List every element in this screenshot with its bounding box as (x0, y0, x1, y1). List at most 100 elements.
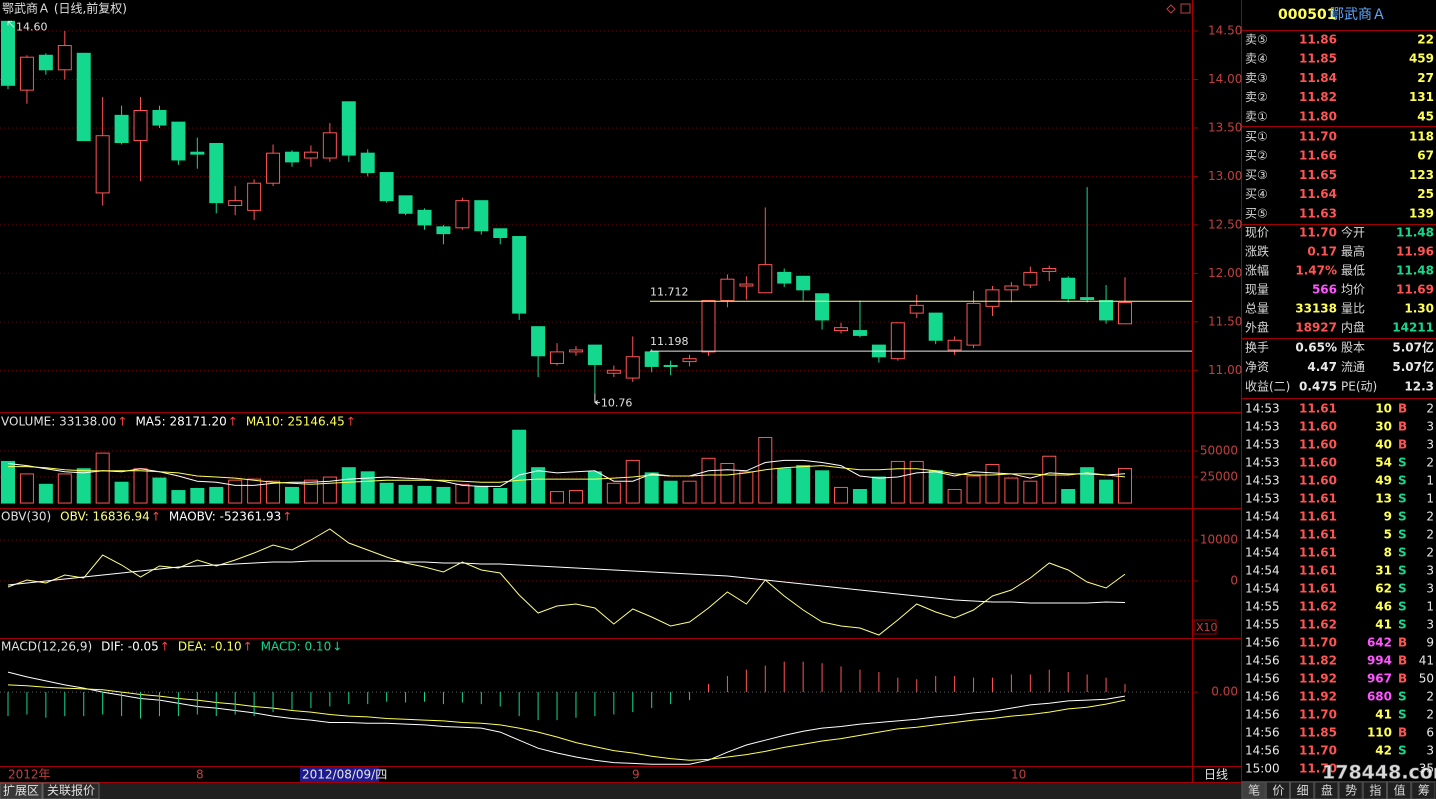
candle-body (379, 172, 394, 202)
legend-entry: DEA: -0.10 (178, 640, 242, 654)
tick-side: B (1398, 726, 1407, 740)
candle-body (758, 264, 773, 294)
stat-label: 股本 (1341, 341, 1365, 355)
side-tab[interactable] (1314, 781, 1339, 799)
tick-time: 14:56 (1245, 744, 1280, 758)
candle-body (455, 200, 470, 229)
side-tab-label[interactable]: 指 (1369, 783, 1381, 798)
side-tab[interactable] (1241, 781, 1266, 799)
tick-count: 2 (1426, 528, 1434, 542)
icon[interactable] (1180, 3, 1191, 14)
side-tab[interactable] (1290, 781, 1315, 799)
tick-volume: 642 (1367, 636, 1392, 650)
tab-bar (0, 783, 1241, 799)
candle-body (360, 152, 375, 174)
tick-volume: 30 (1375, 420, 1392, 434)
side-tab[interactable] (1265, 781, 1290, 799)
icon[interactable] (1166, 4, 1176, 14)
side-tab-label[interactable]: 值 (1394, 783, 1406, 798)
tick-side: S (1398, 582, 1407, 596)
tick-price: 11.61 (1299, 528, 1337, 542)
tick-count: 50 (1419, 672, 1434, 686)
side-tab[interactable] (1411, 781, 1436, 799)
tick-time: 14:53 (1245, 438, 1280, 452)
tick-side: B (1398, 420, 1407, 434)
stat-value: 12.3 (1404, 380, 1434, 394)
tick-volume: 41 (1375, 708, 1392, 722)
indicator-line (8, 465, 1126, 485)
tick-price: 11.61 (1299, 510, 1337, 524)
date-label: 9 (632, 768, 640, 782)
book-price: 11.63 (1299, 206, 1337, 220)
tab-label[interactable]: 关联报价 (47, 783, 95, 798)
side-tab[interactable] (1362, 781, 1387, 799)
tick-price: 11.60 (1299, 456, 1337, 470)
tick-count: 3 (1426, 582, 1434, 596)
side-tab[interactable] (1387, 781, 1412, 799)
window-icons (1166, 3, 1191, 14)
volume-bar (38, 483, 53, 504)
candle-body (815, 293, 830, 321)
candle-body (57, 45, 72, 71)
side-tab[interactable] (1338, 781, 1363, 799)
book-price: 11.70 (1299, 130, 1337, 144)
tick-side: B (1398, 672, 1407, 686)
tick-count: 6 (1426, 726, 1434, 740)
bottom-bar: 扩展区 关联报价 (0, 782, 1241, 799)
side-tab-label[interactable]: 细 (1297, 784, 1309, 798)
y-tick-label: 13.50 (1208, 120, 1242, 134)
tick-price: 11.92 (1299, 672, 1337, 686)
date-highlight (300, 767, 379, 782)
stat-label: 今开 (1341, 225, 1365, 240)
volume-bar (701, 457, 716, 504)
tick-count: 2 (1426, 510, 1434, 524)
volume-bar (76, 468, 91, 504)
tick-time: 14:56 (1245, 726, 1280, 740)
stat-label: PE(动) (1341, 380, 1377, 394)
candle-body (644, 351, 659, 367)
side-tab-label[interactable]: 盘 (1321, 783, 1333, 798)
volume-bar (95, 452, 110, 504)
stat-value: 5.07亿 (1392, 340, 1434, 355)
side-tab-label[interactable]: 筹 (1418, 784, 1430, 798)
volume-bar (512, 429, 527, 504)
volume-bar (682, 480, 697, 504)
book-label: 买② (1245, 149, 1268, 163)
tab-label[interactable]: 扩展区 (3, 784, 39, 798)
tab[interactable] (0, 782, 43, 799)
trend-arrow: ↓ (332, 640, 342, 654)
indicator-title: VOLUME: 33138.00 (1, 415, 116, 429)
tick-count: 1 (1426, 492, 1434, 506)
tick-side: S (1398, 492, 1407, 506)
tab[interactable] (42, 782, 100, 799)
stat-label: 换手 (1245, 341, 1269, 355)
date-label: 2012年 (8, 768, 51, 782)
tick-price: 11.61 (1299, 492, 1337, 506)
tick-time: 14:55 (1245, 600, 1280, 614)
side-tab-label[interactable]: 势 (1345, 784, 1357, 798)
candle-body (190, 151, 205, 155)
indicator-line (7, 528, 1126, 636)
tick-side: S (1398, 744, 1407, 758)
book-label: 卖③ (1245, 71, 1268, 85)
candle-body (1023, 271, 1038, 286)
candle-body (625, 356, 640, 379)
side-tab-label[interactable]: 笔 (1248, 783, 1260, 798)
book-volume: 118 (1409, 130, 1434, 144)
volume-bar (417, 485, 432, 504)
side-tab-label[interactable]: 价 (1272, 784, 1284, 798)
date-label: 10 (1011, 768, 1026, 782)
tick-count: 2 (1426, 546, 1434, 560)
tick-time: 14:54 (1245, 528, 1280, 542)
tick-volume: 54 (1375, 456, 1392, 470)
trend-arrow: ↑ (243, 640, 253, 654)
tick-volume: 62 (1375, 582, 1392, 596)
book-price: 11.80 (1299, 109, 1337, 123)
candle-body (95, 135, 110, 194)
min-marker: 10.76 (601, 397, 633, 410)
volume-bar (114, 481, 129, 504)
stat-label: 外盘 (1245, 320, 1269, 335)
volume-bar (133, 468, 148, 504)
candle-body (228, 200, 243, 207)
volume-bar (474, 485, 489, 504)
